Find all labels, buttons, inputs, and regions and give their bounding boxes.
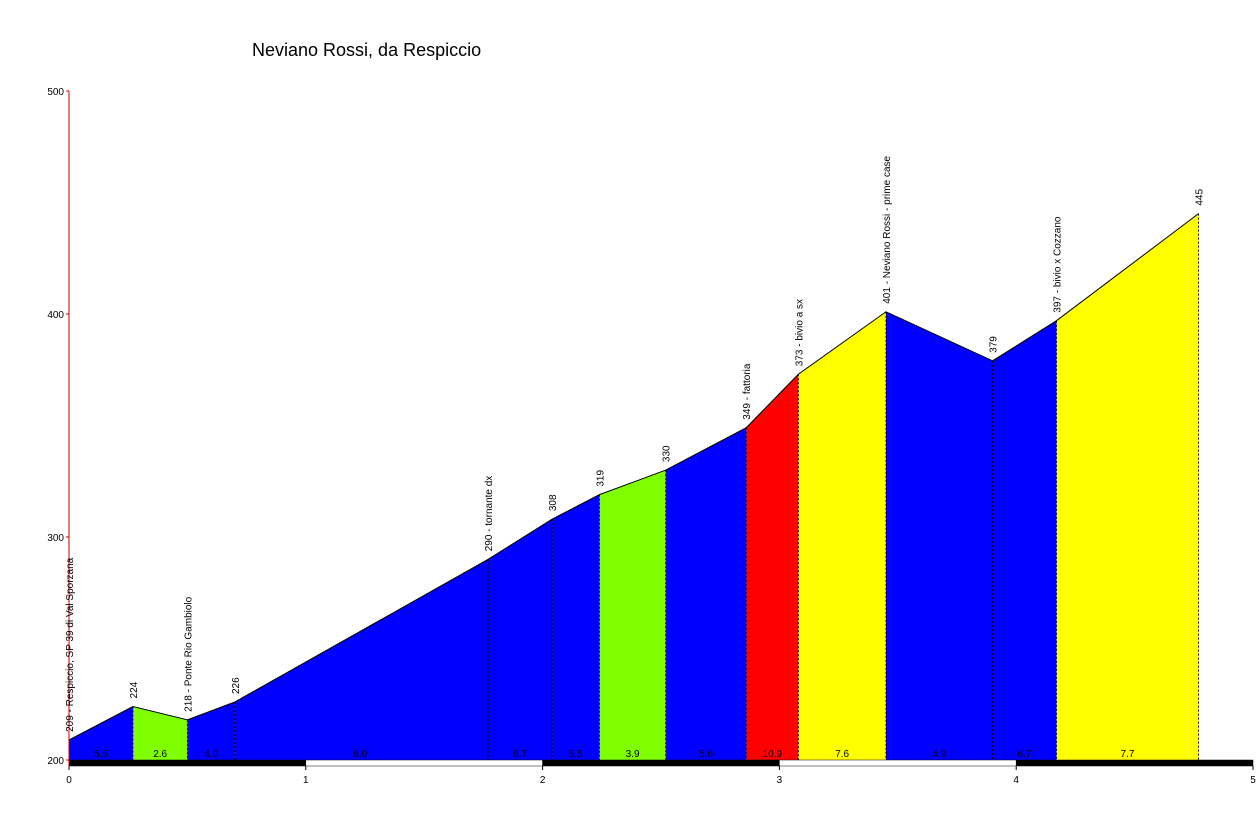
waypoint-label: 319 (595, 470, 606, 487)
waypoint-label: 445 (1195, 189, 1206, 206)
km-block (779, 759, 1017, 767)
km-block (1015, 759, 1254, 767)
waypoint-label: 209 - Respiccio, SP 39 di Val Sporzana (65, 557, 76, 732)
segment-fill (599, 470, 666, 760)
segment-fill (665, 427, 747, 760)
axes (66, 90, 1254, 770)
waypoint-label: 224 (129, 681, 140, 698)
segment-fill (798, 311, 886, 760)
x-tick-label: 5 (1250, 775, 1256, 786)
segment-fill (187, 702, 235, 760)
gradient-label: 6.7 (513, 749, 527, 760)
segment-fill (69, 706, 133, 760)
waypoint-label: 349 - fattoria (742, 363, 753, 420)
gradient-label: 3.9 (626, 749, 640, 760)
km-block (542, 759, 780, 767)
x-tick-label: 0 (66, 775, 72, 786)
gradient-label: 7.7 (1121, 749, 1135, 760)
gradient-label: 4.0 (204, 749, 218, 760)
segment-fill (132, 706, 188, 760)
distance-bar (68, 759, 1254, 767)
y-tick-label: 200 (47, 756, 64, 767)
segment-fill (1056, 213, 1199, 760)
gradient-label: 5.6 (94, 749, 108, 760)
gradient-label: 7.6 (835, 749, 849, 760)
waypoint-label: 226 (231, 677, 242, 694)
tick-labels: 200 300 400 500 0 1 2 3 4 5 (47, 87, 1256, 786)
km-block (68, 759, 307, 767)
segment-fill (552, 494, 600, 760)
waypoint-label: 397 - bivio x Cozzano (1052, 216, 1063, 313)
waypoint-label: 373 - bivio a sx (794, 299, 805, 366)
gradient-label: 6.7 (1018, 749, 1032, 760)
waypoint-labels: 209 - Respiccio, SP 39 di Val Sporzana 22… (65, 155, 1206, 731)
x-tick-label: 3 (777, 775, 783, 786)
waypoint-dividers (132, 213, 1200, 760)
chart-title: Neviano Rossi, da Respiccio (252, 40, 482, 60)
waypoint-label: 308 (548, 494, 559, 511)
segment-fills (69, 213, 1199, 760)
segment-fill (746, 374, 799, 760)
x-tick-label: 4 (1013, 775, 1019, 786)
waypoint-label: 218 - Ponte Rio Gambiolo (183, 596, 194, 712)
waypoint-label: 379 (989, 336, 1000, 353)
gradient-label: 5.5 (569, 749, 583, 760)
x-tick-label: 2 (540, 775, 546, 786)
segment-fill (488, 519, 553, 760)
segment-fill (234, 519, 553, 760)
y-tick-label: 400 (47, 310, 64, 321)
gradient-label: 4.9 (932, 749, 946, 760)
waypoint-label: 401 - Neviano Rossi - prime case (882, 155, 893, 303)
gradient-label: 5.6 (699, 749, 713, 760)
y-tick-label: 300 (47, 533, 64, 544)
gradient-label: 6.0 (353, 749, 367, 760)
waypoint-label: 290 - tornante dx (484, 476, 495, 552)
gradient-label: 2.6 (153, 749, 167, 760)
x-tick-label: 1 (303, 775, 309, 786)
gradient-label: 10.9 (763, 749, 783, 760)
segment-fill (885, 311, 993, 760)
gradient-labels: 5.6 2.6 4.0 6.0 6.7 5.5 3.9 5.6 10.9 7.6 4.9 6.7 7.7 (94, 749, 1135, 760)
km-block (305, 759, 543, 767)
y-tick-label: 500 (47, 87, 64, 98)
profile-line (68, 213, 1199, 741)
segment-fill (992, 320, 1057, 760)
waypoint-label: 330 (662, 445, 673, 462)
profile-outline (68, 213, 1199, 741)
